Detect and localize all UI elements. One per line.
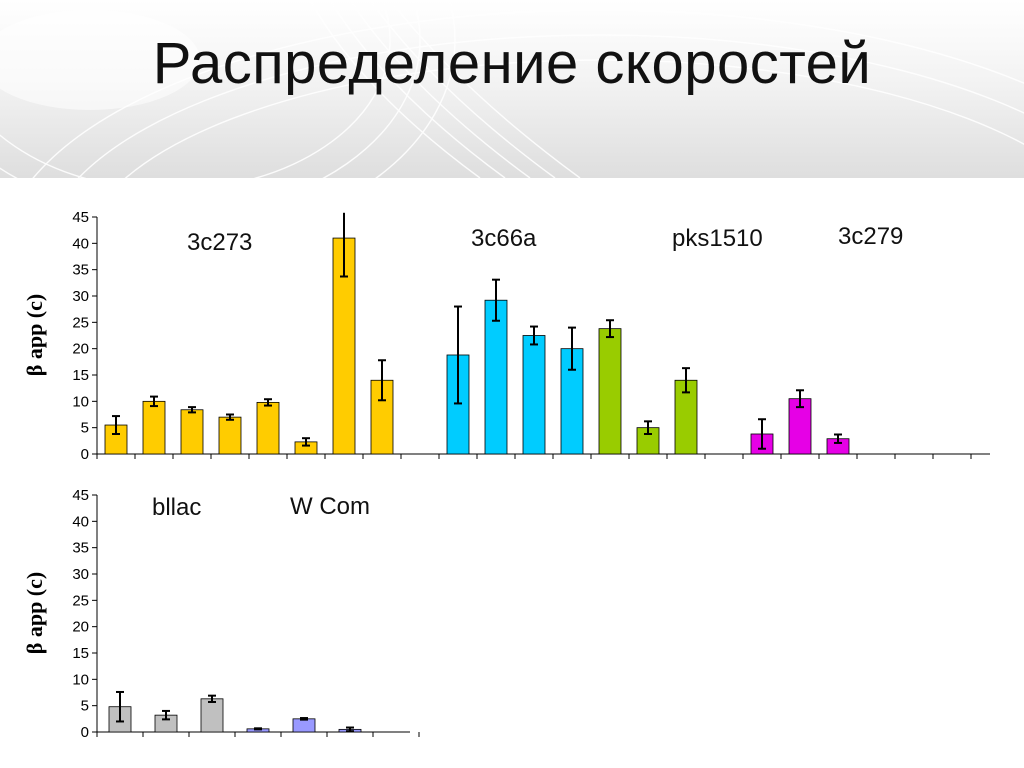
- chart0-bar-3c273-2: [142, 400, 166, 455]
- chart1-ytick-label: 25: [72, 592, 89, 609]
- velocity-chart-bottom: 0 5 10 15 20 25 30 35 40 45 β app (c) bllac W Com: [22, 487, 420, 741]
- chart0-ytick-label: 25: [72, 314, 89, 331]
- chart0-y-axis-label: β app (c): [22, 294, 47, 376]
- chart1-ytick-label: 40: [72, 513, 89, 530]
- chart0-group-label: 3c279: [838, 223, 903, 250]
- chart1-group-label: bllac: [152, 494, 201, 521]
- chart1-ytick-label: 5: [81, 698, 89, 715]
- chart0-bar-3c273-3: [180, 409, 204, 455]
- chart0-ytick-label: 5: [81, 420, 89, 437]
- chart0-bar-3c273-5: [256, 401, 280, 455]
- chart0-bar-3c66a-3: [522, 335, 546, 455]
- chart1-ytick-label: 10: [72, 671, 89, 688]
- chart0-ytick-label: 30: [72, 288, 89, 305]
- chart1-group-label: W Com: [290, 493, 370, 520]
- chart0-ytick-label: 40: [72, 235, 89, 252]
- chart0-group-label: 3c66a: [471, 225, 537, 252]
- chart0-ytick-label: 45: [72, 209, 89, 226]
- chart1-bar-bllac-3: [200, 698, 224, 733]
- velocity-chart-top: 0 5 10 15 20 25 30 35 40 45 β app (c) 3c273 3c66a pks…: [22, 209, 990, 463]
- chart1-bar-w-com-2: [292, 718, 316, 733]
- chart0-ytick-label: 0: [81, 446, 89, 463]
- chart1-ytick-label: 20: [72, 619, 89, 636]
- chart1-ytick-label: 15: [72, 645, 89, 662]
- chart0-ytick-label: 10: [72, 393, 89, 410]
- chart1-y-axis-label: β app (c): [22, 572, 47, 654]
- slide-header: Распределение скоростей: [0, 0, 1024, 178]
- chart0-bar-pks1510-1: [598, 328, 622, 455]
- chart1-ytick-label: 30: [72, 566, 89, 583]
- chart1-ytick-label: 0: [81, 724, 89, 741]
- header-decoration: [0, 0, 1024, 178]
- chart0-ytick-label: 20: [72, 341, 89, 358]
- chart1-ytick-label: 45: [72, 487, 89, 504]
- chart0-group-label: pks1510: [672, 225, 763, 252]
- chart0-group-label: 3c273: [187, 229, 252, 256]
- chart0-ytick-label: 15: [72, 367, 89, 384]
- slide-title: Распределение скоростей: [152, 31, 872, 96]
- chart1-ytick-label: 35: [72, 540, 89, 557]
- chart0-ytick-label: 35: [72, 262, 89, 279]
- chart0-bar-3c66a-2: [484, 299, 508, 455]
- chart0-bar-3c273-4: [218, 416, 242, 455]
